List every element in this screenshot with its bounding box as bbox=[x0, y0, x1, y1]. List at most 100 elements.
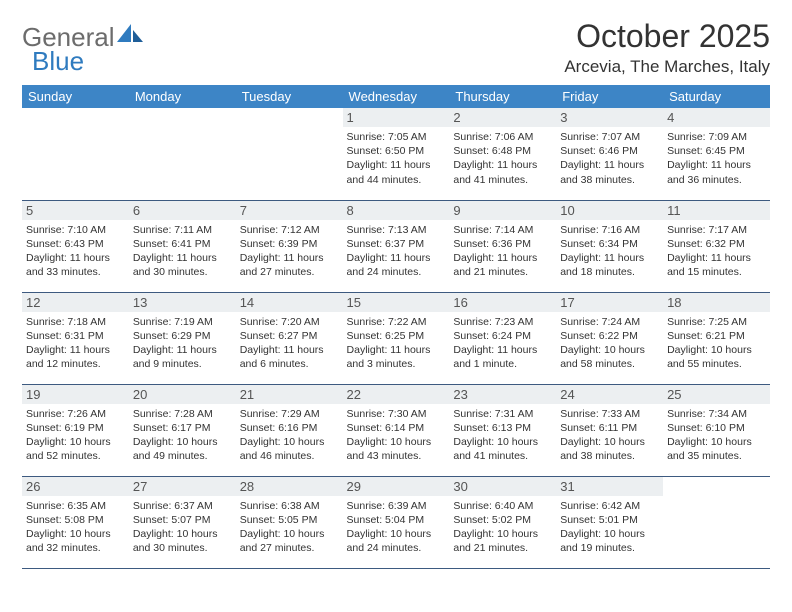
daylight-line: Daylight: 10 hours and 27 minutes. bbox=[240, 527, 339, 555]
daylight-line: Daylight: 11 hours and 27 minutes. bbox=[240, 251, 339, 279]
calendar-cell: 4Sunrise: 7:09 AMSunset: 6:45 PMDaylight… bbox=[663, 108, 770, 200]
sunset-line: Sunset: 6:25 PM bbox=[347, 329, 446, 343]
calendar-cell: 17 Sunrise: 7:24 AMSunset: 6:22 PMDayligh… bbox=[556, 292, 663, 384]
sunrise-line: Sunrise: 7:29 AM bbox=[240, 407, 339, 421]
sunset-line: Sunset: 6:27 PM bbox=[240, 329, 339, 343]
day-number: 23 bbox=[449, 385, 556, 404]
sunrise-line: Sunrise: 7:24 AM bbox=[560, 315, 659, 329]
day-number: 24 bbox=[556, 385, 663, 404]
day-number: 15 bbox=[343, 293, 450, 312]
calendar-cell: 8Sunrise: 7:13 AMSunset: 6:37 PMDaylight… bbox=[343, 200, 450, 292]
calendar-week: 19Sunrise: 7:26 AMSunset: 6:19 PMDayligh… bbox=[22, 384, 770, 476]
day-number: 4 bbox=[663, 108, 770, 127]
sunrise-line: Sunrise: 7:22 AM bbox=[347, 315, 446, 329]
calendar-cell: 20Sunrise: 7:28 AMSunset: 6:17 PMDayligh… bbox=[129, 384, 236, 476]
daylight-line: Daylight: 11 hours and 36 minutes. bbox=[667, 158, 766, 186]
calendar-cell bbox=[663, 476, 770, 568]
calendar-table: SundayMondayTuesdayWednesdayThursdayFrid… bbox=[22, 85, 770, 569]
sunrise-line: Sunrise: 7:25 AM bbox=[667, 315, 766, 329]
calendar-cell: 16Sunrise: 7:23 AMSunset: 6:24 PMDayligh… bbox=[449, 292, 556, 384]
day-number: 17 bbox=[556, 293, 663, 312]
sunrise-line: Sunrise: 7:33 AM bbox=[560, 407, 659, 421]
logo-text-blue-wrap: Blue bbox=[32, 46, 84, 77]
day-number: 10 bbox=[556, 201, 663, 220]
calendar-cell: 10Sunrise: 7:16 AMSunset: 6:34 PMDayligh… bbox=[556, 200, 663, 292]
calendar-cell: 2Sunrise: 7:06 AMSunset: 6:48 PMDaylight… bbox=[449, 108, 556, 200]
sunset-line: Sunset: 6:21 PM bbox=[667, 329, 766, 343]
calendar-head: SundayMondayTuesdayWednesdayThursdayFrid… bbox=[22, 85, 770, 108]
sunset-line: Sunset: 6:16 PM bbox=[240, 421, 339, 435]
day-header: Wednesday bbox=[343, 85, 450, 108]
daylight-line: Daylight: 10 hours and 43 minutes. bbox=[347, 435, 446, 463]
sunrise-line: Sunrise: 6:42 AM bbox=[560, 499, 659, 513]
sunset-line: Sunset: 6:19 PM bbox=[26, 421, 125, 435]
sunrise-line: Sunrise: 6:37 AM bbox=[133, 499, 232, 513]
sunrise-line: Sunrise: 7:12 AM bbox=[240, 223, 339, 237]
sunset-line: Sunset: 6:46 PM bbox=[560, 144, 659, 158]
calendar-cell: 9Sunrise: 7:14 AMSunset: 6:36 PMDaylight… bbox=[449, 200, 556, 292]
calendar-week: 5Sunrise: 7:10 AMSunset: 6:43 PMDaylight… bbox=[22, 200, 770, 292]
daylight-line: Daylight: 10 hours and 38 minutes. bbox=[560, 435, 659, 463]
sunset-line: Sunset: 6:37 PM bbox=[347, 237, 446, 251]
calendar-cell: 5Sunrise: 7:10 AMSunset: 6:43 PMDaylight… bbox=[22, 200, 129, 292]
calendar-cell: 19Sunrise: 7:26 AMSunset: 6:19 PMDayligh… bbox=[22, 384, 129, 476]
daylight-line: Daylight: 10 hours and 58 minutes. bbox=[560, 343, 659, 371]
sunrise-line: Sunrise: 7:30 AM bbox=[347, 407, 446, 421]
sunrise-line: Sunrise: 7:11 AM bbox=[133, 223, 232, 237]
day-number: 18 bbox=[663, 293, 770, 312]
daylight-line: Daylight: 11 hours and 1 minute. bbox=[453, 343, 552, 371]
day-number: 28 bbox=[236, 477, 343, 496]
sunset-line: Sunset: 6:11 PM bbox=[560, 421, 659, 435]
calendar-cell: 15 Sunrise: 7:22 AMSunset: 6:25 PMDayligh… bbox=[343, 292, 450, 384]
daylight-line: Daylight: 10 hours and 52 minutes. bbox=[26, 435, 125, 463]
daylight-line: Daylight: 10 hours and 30 minutes. bbox=[133, 527, 232, 555]
day-header: Thursday bbox=[449, 85, 556, 108]
daylight-line: Daylight: 11 hours and 44 minutes. bbox=[347, 158, 446, 186]
day-number: 11 bbox=[663, 201, 770, 220]
sunset-line: Sunset: 5:02 PM bbox=[453, 513, 552, 527]
sunrise-line: Sunrise: 6:39 AM bbox=[347, 499, 446, 513]
sunset-line: Sunset: 6:22 PM bbox=[560, 329, 659, 343]
daylight-line: Daylight: 11 hours and 9 minutes. bbox=[133, 343, 232, 371]
daylight-line: Daylight: 11 hours and 33 minutes. bbox=[26, 251, 125, 279]
day-number: 14 bbox=[236, 293, 343, 312]
sunrise-line: Sunrise: 7:09 AM bbox=[667, 130, 766, 144]
calendar-cell: 3Sunrise: 7:07 AMSunset: 6:46 PMDaylight… bbox=[556, 108, 663, 200]
day-number: 20 bbox=[129, 385, 236, 404]
calendar-cell bbox=[129, 108, 236, 200]
calendar-cell: 7Sunrise: 7:12 AMSunset: 6:39 PMDaylight… bbox=[236, 200, 343, 292]
daylight-line: Daylight: 11 hours and 3 minutes. bbox=[347, 343, 446, 371]
daylight-line: Daylight: 11 hours and 18 minutes. bbox=[560, 251, 659, 279]
sunset-line: Sunset: 6:13 PM bbox=[453, 421, 552, 435]
daylight-line: Daylight: 10 hours and 35 minutes. bbox=[667, 435, 766, 463]
day-number: 7 bbox=[236, 201, 343, 220]
sunset-line: Sunset: 5:08 PM bbox=[26, 513, 125, 527]
calendar-cell: 26Sunrise: 6:35 AMSunset: 5:08 PMDayligh… bbox=[22, 476, 129, 568]
sunrise-line: Sunrise: 7:19 AM bbox=[133, 315, 232, 329]
day-header: Tuesday bbox=[236, 85, 343, 108]
daylight-line: Daylight: 10 hours and 49 minutes. bbox=[133, 435, 232, 463]
day-number: 13 bbox=[129, 293, 236, 312]
location-subtitle: Arcevia, The Marches, Italy bbox=[564, 57, 770, 77]
daylight-line: Daylight: 11 hours and 15 minutes. bbox=[667, 251, 766, 279]
daylight-line: Daylight: 10 hours and 46 minutes. bbox=[240, 435, 339, 463]
day-number: 9 bbox=[449, 201, 556, 220]
sunset-line: Sunset: 6:34 PM bbox=[560, 237, 659, 251]
daylight-line: Daylight: 11 hours and 12 minutes. bbox=[26, 343, 125, 371]
calendar-cell: 22Sunrise: 7:30 AMSunset: 6:14 PMDayligh… bbox=[343, 384, 450, 476]
sunset-line: Sunset: 6:31 PM bbox=[26, 329, 125, 343]
day-number: 26 bbox=[22, 477, 129, 496]
sunset-line: Sunset: 6:50 PM bbox=[347, 144, 446, 158]
day-number: 5 bbox=[22, 201, 129, 220]
sunset-line: Sunset: 6:17 PM bbox=[133, 421, 232, 435]
calendar-cell: 23Sunrise: 7:31 AMSunset: 6:13 PMDayligh… bbox=[449, 384, 556, 476]
calendar-cell: 31Sunrise: 6:42 AMSunset: 5:01 PMDayligh… bbox=[556, 476, 663, 568]
sunrise-line: Sunrise: 7:18 AM bbox=[26, 315, 125, 329]
calendar-cell: 11Sunrise: 7:17 AMSunset: 6:32 PMDayligh… bbox=[663, 200, 770, 292]
daylight-line: Daylight: 10 hours and 19 minutes. bbox=[560, 527, 659, 555]
sunset-line: Sunset: 6:41 PM bbox=[133, 237, 232, 251]
sunset-line: Sunset: 6:10 PM bbox=[667, 421, 766, 435]
logo-sail-icon bbox=[117, 24, 143, 51]
daylight-line: Daylight: 10 hours and 21 minutes. bbox=[453, 527, 552, 555]
sunset-line: Sunset: 6:43 PM bbox=[26, 237, 125, 251]
